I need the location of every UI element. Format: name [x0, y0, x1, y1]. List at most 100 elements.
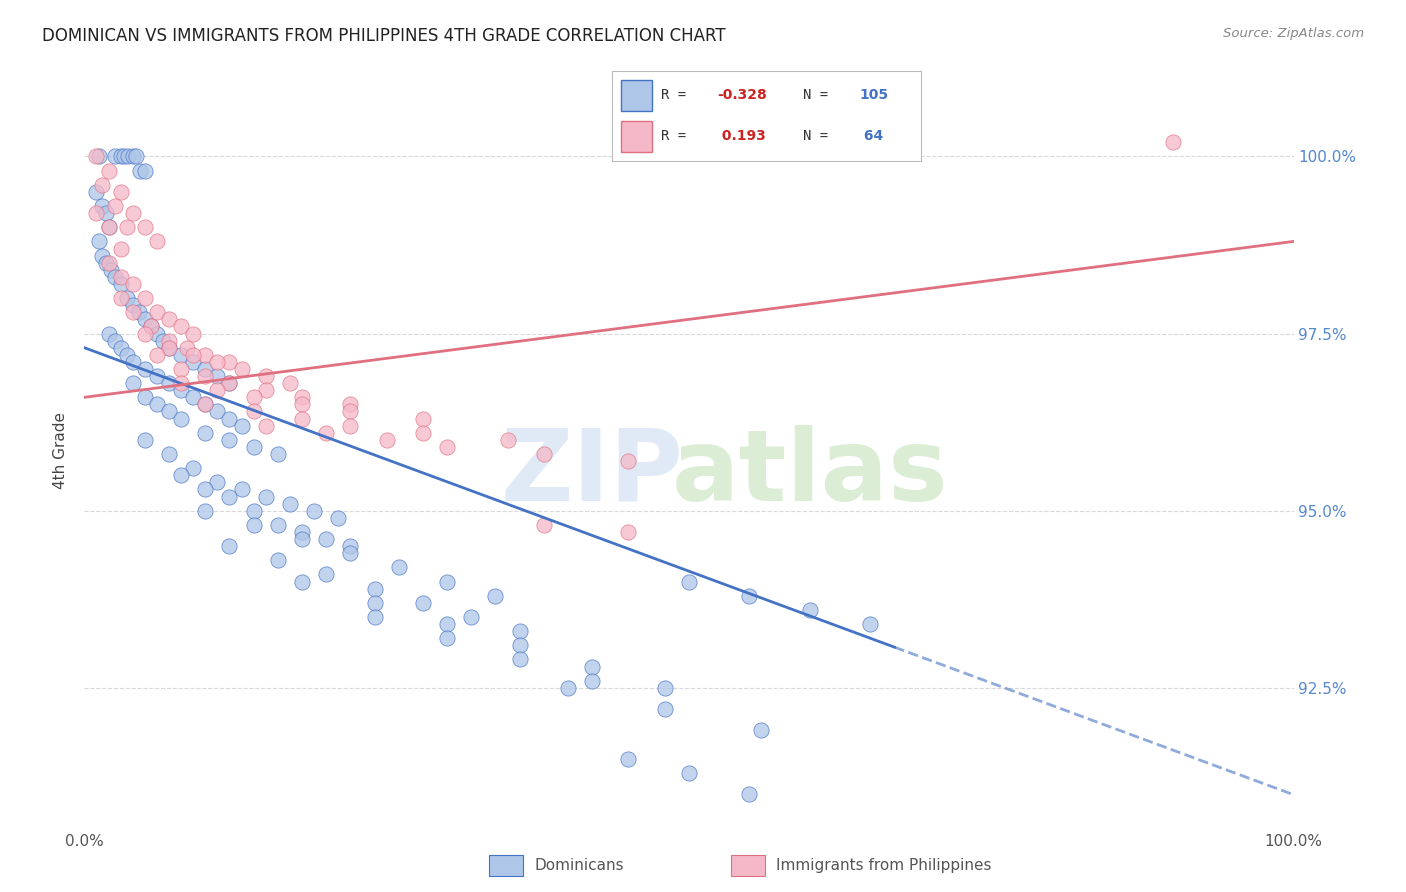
Point — [207, 475, 229, 490]
Point — [176, 341, 198, 355]
Point — [86, 185, 108, 199]
Point — [110, 291, 132, 305]
Point — [194, 362, 217, 376]
Point — [207, 355, 229, 369]
Point — [91, 249, 114, 263]
Point — [110, 242, 132, 256]
Point — [315, 425, 337, 440]
Point — [91, 199, 114, 213]
Point — [94, 206, 117, 220]
Point — [121, 206, 143, 220]
Point — [170, 468, 193, 483]
Point — [157, 404, 180, 418]
Point — [121, 277, 143, 291]
Point — [157, 447, 180, 461]
Text: Immigrants from Philippines: Immigrants from Philippines — [776, 858, 991, 872]
Y-axis label: 4th Grade: 4th Grade — [53, 412, 69, 489]
Point — [533, 517, 555, 532]
Point — [110, 185, 132, 199]
Point — [157, 312, 180, 326]
Point — [218, 376, 240, 391]
Point — [254, 369, 277, 384]
Point — [170, 383, 193, 397]
Point — [207, 383, 229, 397]
Bar — [489, 855, 523, 876]
Point — [112, 149, 135, 163]
Point — [117, 149, 139, 163]
Point — [115, 348, 138, 362]
Point — [242, 440, 264, 454]
Point — [181, 348, 204, 362]
Point — [496, 433, 519, 447]
Point — [152, 334, 174, 348]
Point — [87, 149, 110, 163]
Point — [170, 376, 193, 391]
Point — [181, 461, 204, 475]
Point — [181, 355, 204, 369]
Point — [436, 440, 458, 454]
FancyBboxPatch shape — [621, 80, 652, 111]
Point — [242, 404, 264, 418]
Point — [254, 490, 277, 504]
Point — [194, 425, 217, 440]
Point — [207, 369, 229, 384]
Point — [363, 610, 385, 624]
Point — [194, 504, 217, 518]
Point — [104, 334, 127, 348]
Point — [97, 163, 120, 178]
Point — [97, 326, 120, 341]
Point — [146, 326, 169, 341]
Point — [302, 504, 325, 518]
Point — [110, 341, 132, 355]
Point — [104, 269, 127, 284]
Point — [146, 305, 169, 319]
Point — [125, 149, 148, 163]
Point — [134, 312, 156, 326]
Text: ZIP: ZIP — [501, 425, 683, 522]
Point — [617, 752, 640, 766]
Point — [134, 220, 156, 235]
Text: R =: R = — [661, 129, 686, 144]
Text: 105: 105 — [859, 88, 889, 103]
Point — [146, 397, 169, 411]
Point — [291, 397, 314, 411]
Point — [86, 206, 108, 220]
Point — [509, 638, 531, 652]
Point — [87, 235, 110, 249]
Point — [291, 524, 314, 539]
Point — [581, 673, 603, 688]
Point — [170, 319, 193, 334]
Point — [254, 383, 277, 397]
Point — [339, 397, 361, 411]
Point — [242, 504, 264, 518]
Point — [100, 262, 122, 277]
Point — [104, 199, 127, 213]
Point — [388, 560, 411, 574]
Point — [218, 376, 240, 391]
Point — [157, 341, 180, 355]
Point — [231, 483, 253, 497]
Point — [104, 149, 127, 163]
Point — [291, 574, 314, 589]
Text: N =: N = — [803, 129, 828, 144]
Point — [218, 411, 240, 425]
Point — [218, 490, 240, 504]
Point — [181, 390, 204, 404]
Point — [557, 681, 579, 695]
Point — [194, 348, 217, 362]
Point — [751, 723, 773, 738]
Point — [363, 596, 385, 610]
Point — [139, 319, 162, 334]
Point — [859, 617, 882, 632]
Point — [412, 411, 434, 425]
Point — [412, 425, 434, 440]
Point — [170, 348, 193, 362]
Point — [110, 149, 132, 163]
Point — [617, 454, 640, 468]
Point — [134, 433, 156, 447]
Point — [170, 362, 193, 376]
Point — [218, 433, 240, 447]
Point — [207, 404, 229, 418]
Point — [134, 163, 156, 178]
Point — [328, 510, 350, 524]
